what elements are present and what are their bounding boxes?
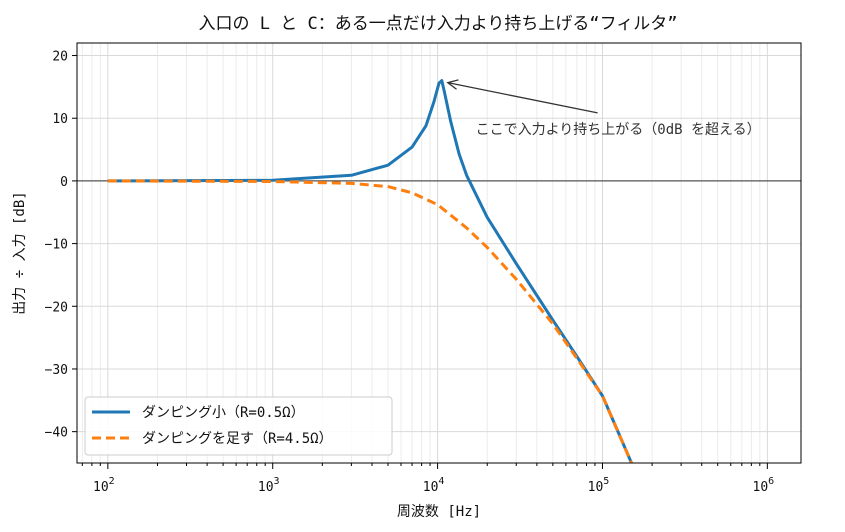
legend-label-series-2: ダンピングを足す（R=4.5Ω）: [142, 431, 333, 447]
y-tick-label: −30: [45, 363, 68, 378]
x-axis-label: 周波数 [Hz]: [397, 504, 481, 520]
y-tick-label: 10: [52, 112, 68, 127]
y-axis-ticks: 20 10 0 −10 −20 −30 −40: [45, 50, 77, 441]
y-tick-label: 20: [52, 50, 68, 65]
legend-box: [84, 396, 393, 456]
y-axis-label: 出力 ÷ 入力 [dB]: [12, 191, 28, 314]
series-line-1: [107, 79, 633, 463]
x-axis-ticks: 102 103 104 105 106: [81, 463, 775, 495]
legend: ダンピング小（R=0.5Ω） ダンピングを足す（R=4.5Ω）: [84, 396, 393, 456]
legend-label-series-1: ダンピング小（R=0.5Ω）: [142, 405, 305, 421]
annotation-arrow-head: [446, 79, 459, 90]
x-tick-label: 106: [753, 476, 775, 495]
series-lines: [107, 79, 633, 463]
annotation-text: ここで入力より持ち上がる（0dB を超える）: [476, 122, 761, 138]
y-tick-label: 0: [60, 175, 68, 190]
series-line-2: [107, 179, 633, 463]
y-tick-label: −20: [45, 300, 68, 315]
x-tick-label: 102: [93, 476, 115, 495]
x-tick-label: 105: [588, 476, 610, 495]
x-tick-label: 104: [423, 476, 445, 495]
plot-frame: [76, 42, 802, 464]
annotation: ここで入力より持ち上がる（0dB を超える）: [446, 79, 761, 138]
y-tick-label: −40: [45, 426, 68, 441]
x-tick-label: 103: [258, 476, 280, 495]
y-tick-label: −10: [45, 238, 68, 253]
grid: [77, 43, 801, 463]
chart-title: 入口の L と C：ある一点だけ入力より持ち上げる“フィルタ”: [199, 14, 678, 34]
annotation-arrow-shaft: [447, 81, 598, 114]
